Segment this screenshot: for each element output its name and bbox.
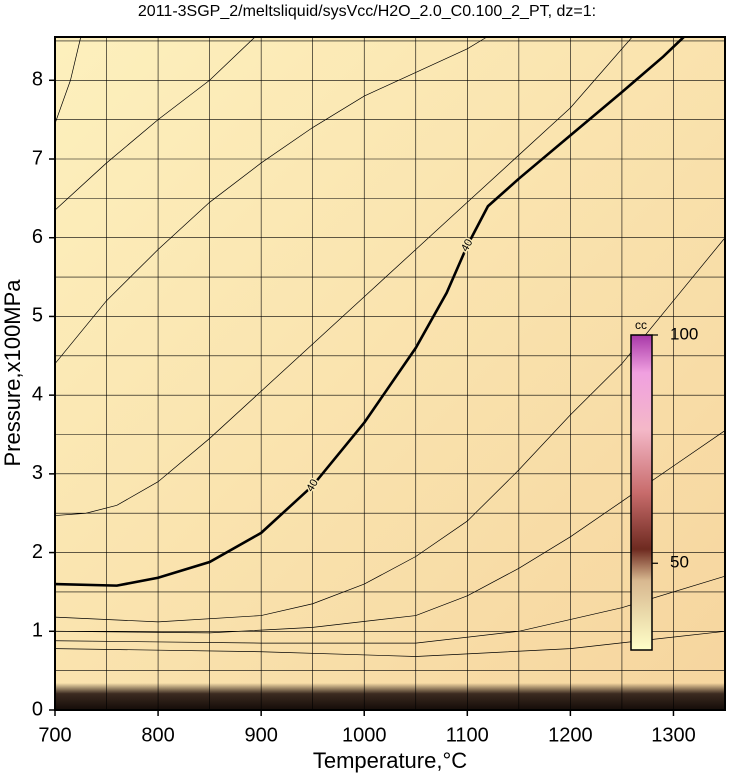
contour-line: [54, 36, 256, 211]
y-tick-label: 1: [32, 620, 43, 642]
y-tick-label: 5: [32, 305, 43, 327]
contour-line: [54, 36, 633, 516]
y-tick-label: 0: [32, 698, 43, 720]
x-tick-label: 1300: [651, 724, 696, 746]
contour-line: [54, 36, 82, 124]
colorbar-tick-label: 100: [670, 324, 698, 343]
y-tick-label: 8: [32, 69, 43, 91]
y-tick-label: 7: [32, 147, 43, 169]
colorbar-label: cc: [635, 318, 647, 332]
y-tick-label: 2: [32, 541, 43, 563]
x-tick-label: 1100: [446, 724, 489, 746]
x-tick-label: 1200: [548, 724, 593, 746]
x-tick-label: 900: [244, 724, 277, 746]
plot-frame: [54, 36, 726, 711]
x-tick-label: 1000: [342, 724, 387, 746]
x-axis-label: Temperature,°C: [313, 748, 467, 773]
contour-line: [54, 36, 488, 364]
plot-background: [55, 37, 725, 710]
y-axis-label: Pressure,x100MPa: [0, 279, 25, 467]
colorbar-tick-label: 50: [670, 553, 689, 572]
x-tick-label: 800: [141, 724, 174, 746]
y-tick-label: 4: [32, 383, 43, 405]
chart-title: 2011-3SGP_2/meltsliquid/sysVcc/H2O_2.0_C…: [138, 3, 596, 20]
colorbar: [630, 334, 653, 651]
contour-line: [54, 36, 685, 587]
contour-line: [54, 630, 726, 657]
x-tick-label: 700: [38, 724, 71, 746]
dense-contour-band: [55, 683, 725, 710]
y-tick-label: 3: [32, 462, 43, 484]
y-tick-label: 6: [32, 226, 43, 248]
